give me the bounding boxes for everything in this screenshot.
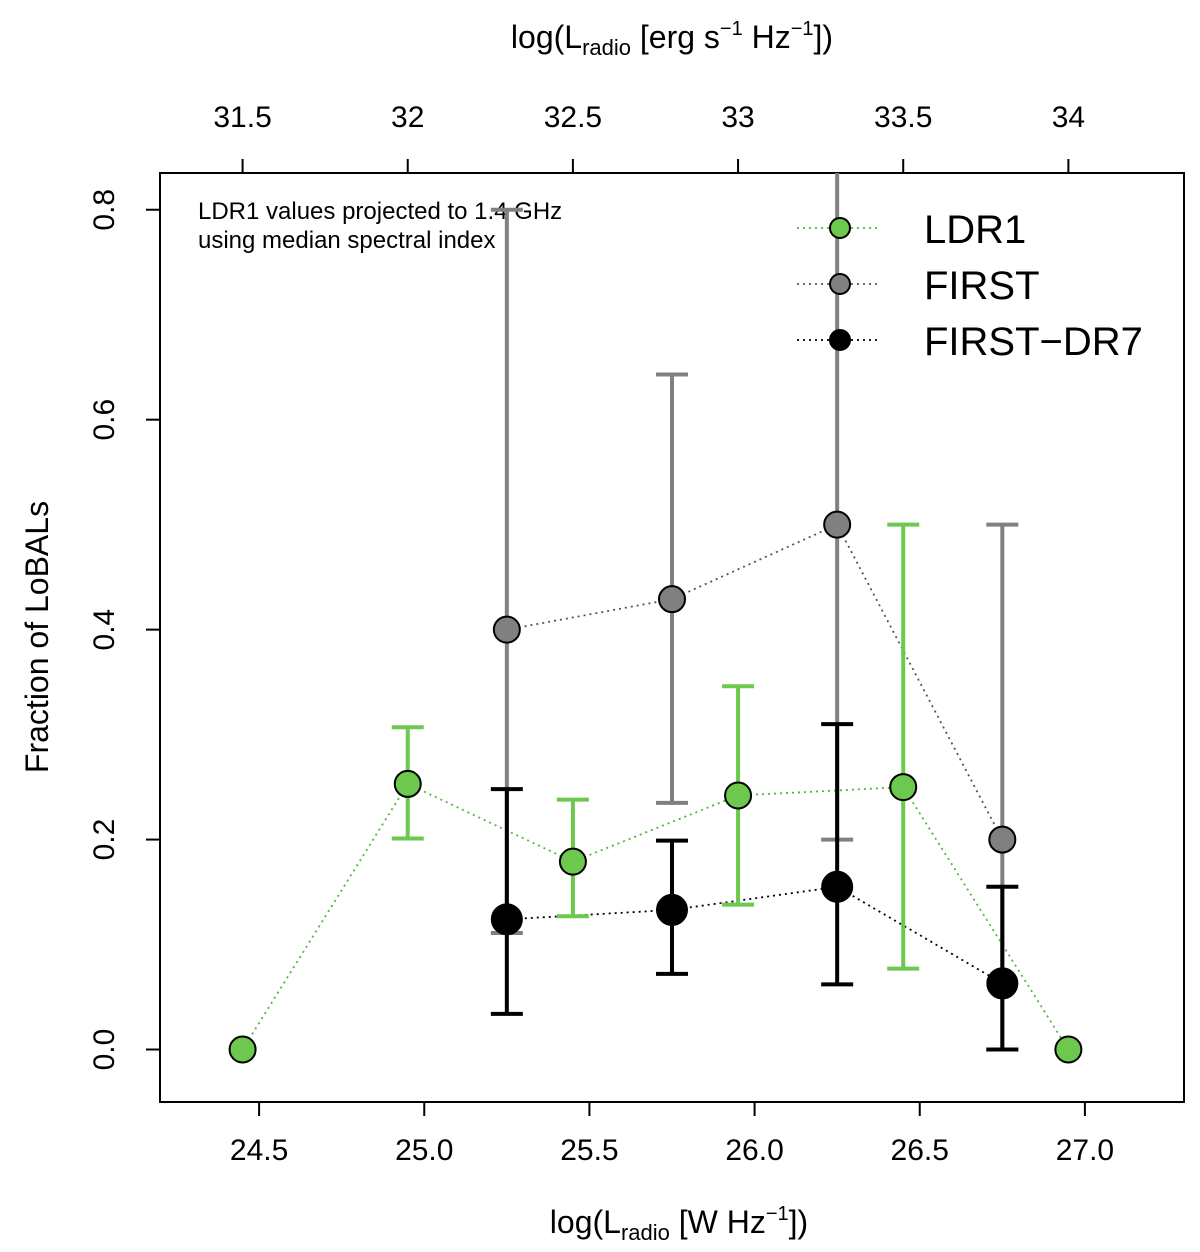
series-0 — [228, 522, 1083, 1064]
x2-axis-label: log(Lradio [erg s−1 Hz−1]) — [511, 18, 833, 60]
x2-axis: 31.5 32 32.5 33 33.5 34 — [213, 101, 1085, 173]
series-line-0 — [241, 783, 1070, 1050]
legend-marker — [829, 217, 851, 239]
y-tick-label: 0.0 — [88, 1029, 121, 1071]
legend-marker — [829, 273, 851, 295]
data-point — [658, 585, 686, 614]
x2-tick-label: 32 — [391, 101, 424, 134]
series-line-2 — [506, 885, 1003, 985]
y-axis: 0.0 0.2 0.4 0.6 0.8 — [88, 189, 160, 1070]
data-point — [988, 825, 1017, 854]
legend-label: FIRST — [924, 264, 1040, 308]
connector-segment — [506, 598, 673, 631]
data-point — [393, 769, 422, 798]
data-point — [1054, 1035, 1083, 1064]
x-tick-label: 26.5 — [891, 1134, 949, 1167]
series-2 — [490, 722, 1019, 1052]
data-point — [823, 510, 852, 539]
series-layer — [228, 173, 1083, 1064]
data-point — [724, 781, 753, 810]
x2-tick-label: 33 — [721, 101, 754, 134]
series-line-1 — [506, 523, 1004, 840]
y-axis-label: Fraction of LoBALs — [19, 501, 55, 773]
x2-tick-label: 31.5 — [213, 101, 271, 134]
y-tick-label: 0.4 — [88, 609, 121, 651]
data-point — [228, 1035, 257, 1064]
connector-segment — [241, 783, 409, 1050]
data-point — [490, 903, 523, 936]
x-axis: 24.5 25.0 25.5 26.0 26.5 27.0 — [230, 1102, 1114, 1167]
y-tick-label: 0.2 — [88, 819, 121, 861]
x-axis-label: log(Lradio [W Hz−1]) — [550, 1203, 808, 1245]
connector-segment — [902, 786, 1070, 1050]
y-tick-label: 0.8 — [88, 189, 121, 231]
legend-label: LDR1 — [924, 208, 1026, 252]
data-point — [656, 893, 688, 926]
connector-segment — [671, 885, 838, 911]
x-tick-label: 25.5 — [560, 1134, 618, 1167]
y-tick-label: 0.6 — [88, 399, 121, 441]
x2-tick-label: 32.5 — [544, 101, 602, 134]
connector-segment — [407, 783, 574, 863]
x2-tick-label: 34 — [1052, 101, 1085, 134]
x-tick-label: 26.0 — [725, 1134, 783, 1167]
connector-segment — [836, 886, 1003, 985]
data-point — [821, 870, 854, 903]
x2-tick-label: 33.5 — [874, 101, 932, 134]
connector-segment — [671, 523, 838, 601]
x-tick-label: 24.5 — [230, 1134, 288, 1167]
data-point — [492, 615, 521, 644]
data-point — [889, 773, 918, 802]
x-tick-label: 27.0 — [1056, 1134, 1114, 1167]
legend-label: FIRST−DR7 — [924, 320, 1143, 364]
legend-marker — [829, 329, 851, 351]
x-tick-label: 25.0 — [395, 1134, 453, 1167]
data-point — [558, 847, 587, 876]
legend: LDR1 FIRST FIRST−DR7 — [797, 208, 1143, 364]
annotation-line-2: using median spectral index — [198, 227, 496, 254]
data-point — [986, 967, 1019, 1000]
